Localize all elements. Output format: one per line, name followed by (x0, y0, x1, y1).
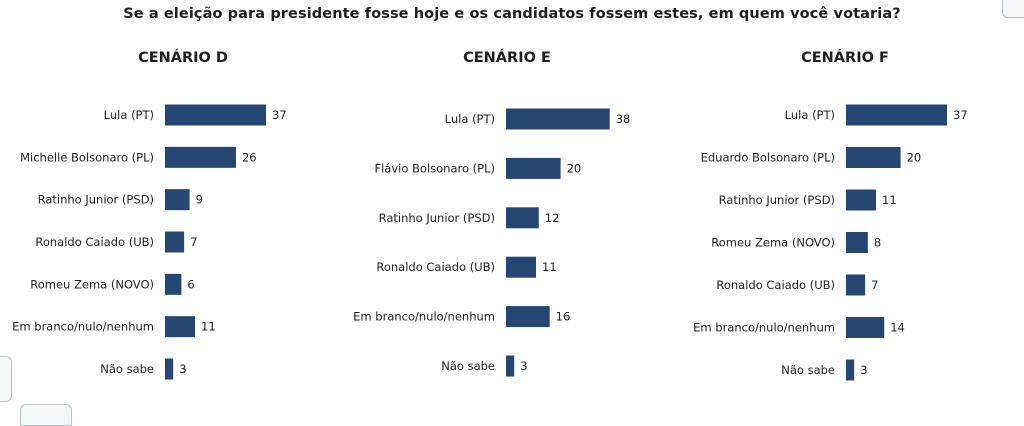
category-label: Eduardo Bolsonaro (PL) (701, 151, 835, 165)
bar (506, 108, 610, 130)
bar (846, 232, 868, 253)
category-label: Ratinho Junior (PSD) (38, 193, 154, 207)
bar (165, 273, 182, 295)
category-label: Lula (PT) (104, 108, 154, 122)
data-label: 12 (545, 211, 560, 225)
category-label: Não sabe (781, 363, 835, 377)
data-label: 37 (272, 108, 287, 122)
bar (506, 256, 537, 278)
data-label: 11 (882, 193, 897, 207)
chart-title: CENÁRIO F (801, 49, 889, 66)
data-label: 3 (860, 363, 867, 377)
bar (165, 358, 174, 380)
bar (846, 147, 901, 168)
bar (165, 146, 236, 168)
decorative-frame (1002, 0, 1024, 18)
data-label: 14 (890, 321, 905, 335)
category-label: Romeu Zema (NOVO) (711, 236, 835, 250)
bar (846, 189, 877, 211)
category-label: Flávio Bolsonaro (PL) (374, 161, 495, 175)
category-label: Romeu Zema (NOVO) (30, 277, 154, 291)
data-label: 20 (907, 151, 922, 165)
bar (846, 104, 948, 126)
data-label: 11 (542, 260, 557, 274)
bar (846, 359, 855, 381)
category-label: Michelle Bolsonaro (PL) (20, 150, 154, 164)
bar (846, 274, 866, 296)
category-label: Em branco/nulo/nenhum (353, 310, 495, 324)
bar (506, 306, 550, 328)
bar (846, 317, 885, 338)
category-label: Ronaldo Caiado (UB) (376, 260, 495, 274)
bar (506, 355, 515, 377)
data-label: 7 (190, 235, 197, 249)
data-label: 8 (874, 236, 881, 250)
bar (165, 189, 190, 211)
data-label: 11 (201, 320, 216, 334)
chart-question-title: Se a eleição para presidente fosse hoje … (123, 6, 901, 22)
category-label: Não sabe (441, 359, 495, 373)
category-label: Lula (PT) (445, 112, 495, 126)
data-label: 20 (567, 161, 582, 175)
decorative-frame (0, 356, 12, 402)
decorative-frame (20, 404, 72, 426)
category-label: Em branco/nulo/nenhum (693, 321, 835, 335)
bar (165, 316, 196, 338)
data-label: 3 (520, 359, 527, 373)
bar (506, 157, 561, 179)
data-label: 26 (242, 150, 257, 164)
bar (165, 104, 267, 126)
chart-title: CENÁRIO E (463, 49, 551, 66)
chart-title: CENÁRIO D (138, 49, 228, 66)
category-label: Ronaldo Caiado (UB) (716, 278, 835, 292)
category-label: Ronaldo Caiado (UB) (35, 235, 154, 249)
data-label: 3 (179, 362, 186, 376)
data-label: 37 (953, 108, 968, 122)
data-label: 7 (871, 278, 878, 292)
category-label: Não sabe (100, 362, 154, 376)
data-label: 6 (187, 277, 194, 291)
bar (165, 231, 185, 253)
category-label: Ratinho Junior (PSD) (719, 193, 835, 207)
data-label: 38 (616, 112, 631, 126)
bar (506, 207, 539, 229)
category-label: Ratinho Junior (PSD) (379, 211, 495, 225)
data-label: 16 (556, 310, 571, 324)
data-label: 9 (196, 193, 203, 207)
category-label: Lula (PT) (785, 108, 835, 122)
category-label: Em branco/nulo/nenhum (12, 320, 154, 334)
